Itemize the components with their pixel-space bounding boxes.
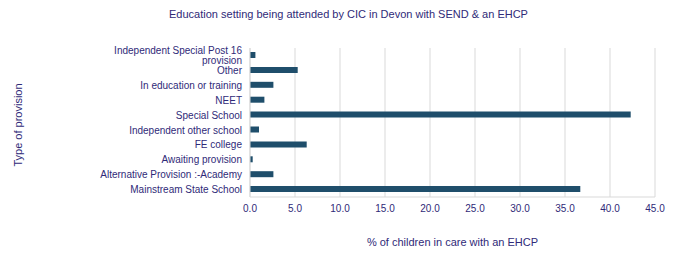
svg-text:Alternative Provision :-Academ: Alternative Provision :-Academy xyxy=(100,169,242,180)
svg-text:Mainstream State School: Mainstream State School xyxy=(130,184,242,195)
svg-text:15.0: 15.0 xyxy=(375,203,395,214)
html-text:Education setting being attend: Education setting being attended by CIC … xyxy=(169,8,528,20)
svg-text:Awaiting provision: Awaiting provision xyxy=(162,154,242,165)
svg-text:35.0: 35.0 xyxy=(555,203,575,214)
svg-text:Independent Special Post 16pro: Independent Special Post 16provision xyxy=(114,45,242,66)
svg-text:0.0: 0.0 xyxy=(243,203,257,214)
svg-text:45.0: 45.0 xyxy=(645,203,665,214)
svg-text:Other: Other xyxy=(217,65,243,76)
svg-text:FE college: FE college xyxy=(195,139,243,150)
svg-text:30.0: 30.0 xyxy=(510,203,530,214)
svg-text:40.0: 40.0 xyxy=(600,203,620,214)
svg-text:NEET: NEET xyxy=(215,95,242,106)
svg-text:5.0: 5.0 xyxy=(288,203,302,214)
svg-text:20.0: 20.0 xyxy=(420,203,440,214)
svg-text:Special School: Special School xyxy=(176,110,242,121)
svg-text:25.0: 25.0 xyxy=(465,203,485,214)
svg-text:In education or training: In education or training xyxy=(140,80,242,91)
html-text:% of children in care with an: % of children in care with an EHCP xyxy=(366,236,539,248)
svg-text:Independent other school: Independent other school xyxy=(129,125,242,136)
svg-text:10.0: 10.0 xyxy=(330,203,350,214)
html-text:Type of provision: Type of provision xyxy=(12,83,24,167)
